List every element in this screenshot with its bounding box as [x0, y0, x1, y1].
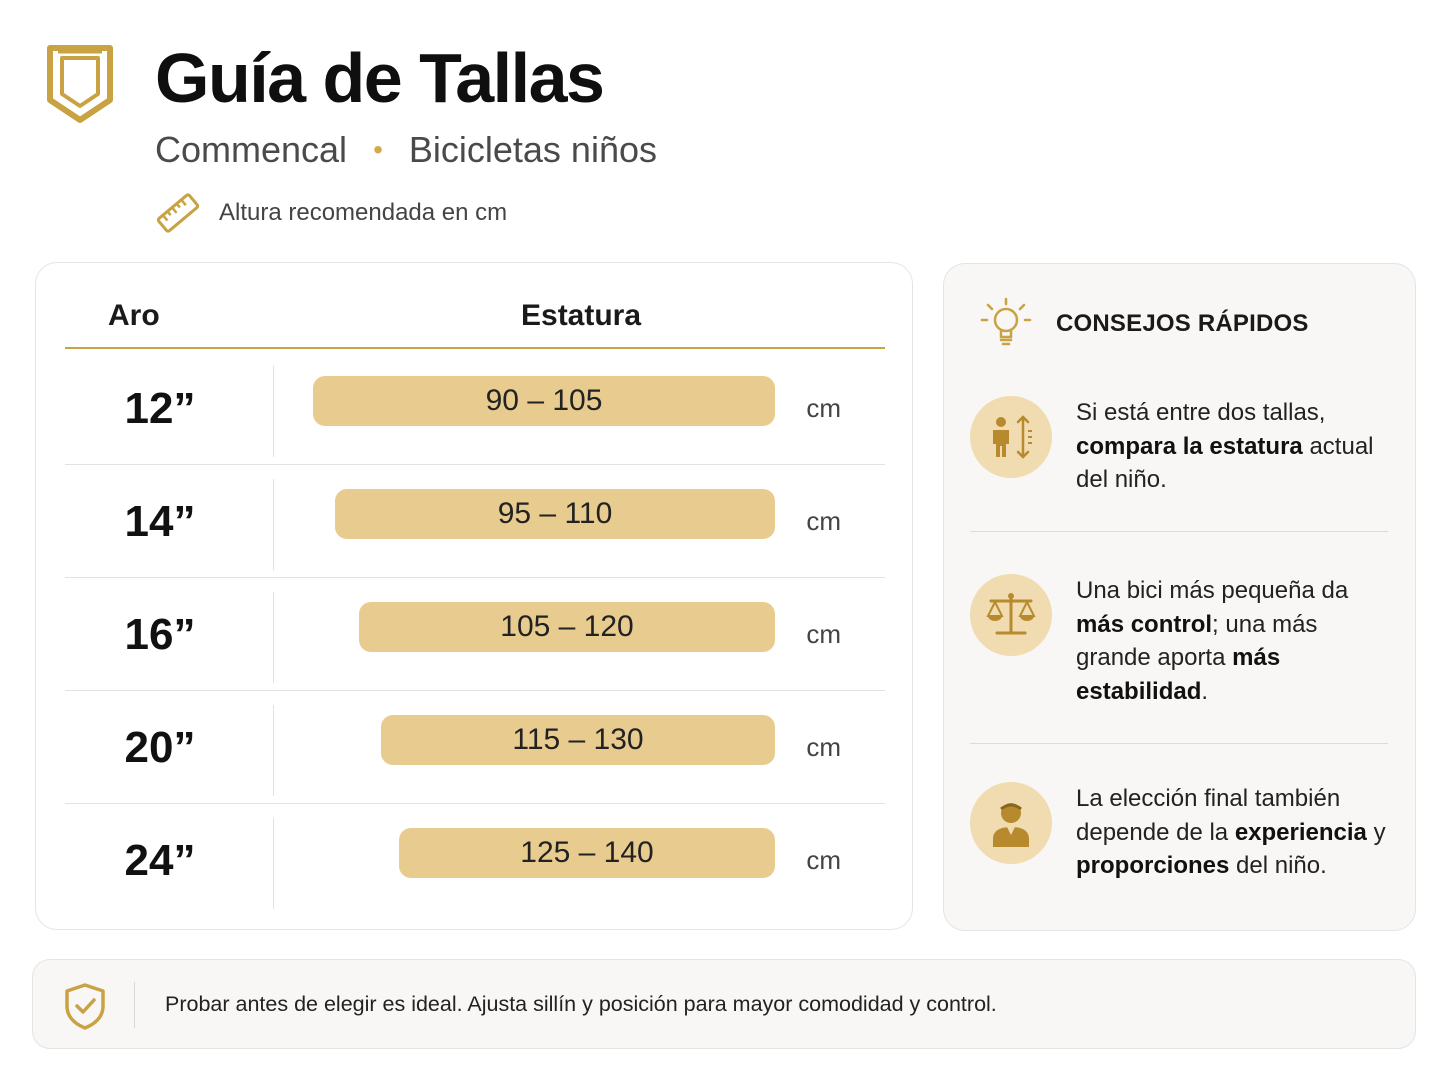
rider-person-icon	[970, 782, 1052, 864]
column-divider	[273, 705, 274, 796]
column-divider	[273, 818, 274, 909]
footer-note: Probar antes de elegir es ideal. Ajusta …	[32, 959, 1416, 1049]
size-table: Aro Estatura 12” 90 – 105 cm 14” 95 – 11…	[35, 262, 913, 930]
tip-divider	[970, 531, 1388, 532]
tip-text: Una bici más pequeña da más control; una…	[1076, 577, 1349, 705]
subtitle-separator: •	[373, 134, 383, 165]
row-divider	[65, 464, 885, 465]
quick-tips-panel: CONSEJOS RÁPIDOS Si está entre dos talla…	[943, 263, 1416, 931]
child-height-icon	[970, 396, 1052, 478]
page-title: Guía de Tallas	[155, 39, 605, 117]
row-divider	[65, 803, 885, 804]
unit-label: cm	[806, 506, 841, 536]
column-header-estatura: Estatura	[521, 299, 642, 332]
row-divider	[65, 690, 885, 691]
balance-scale-icon	[970, 574, 1052, 656]
rim-size: 20”	[124, 722, 196, 772]
lightbulb-icon	[980, 297, 1032, 346]
tips-header: CONSEJOS RÁPIDOS	[980, 296, 1309, 352]
subtitle: Commencal • Bicicletas niños	[155, 128, 657, 175]
ruler-icon	[156, 193, 200, 233]
rim-size: 24”	[124, 835, 196, 885]
height-range-bar: 125 – 140	[399, 828, 775, 878]
height-range-bar: 95 – 110	[335, 489, 775, 539]
height-range-bar: 115 – 130	[381, 715, 775, 765]
unit-label: cm	[806, 845, 841, 875]
height-note: Altura recomendada en cm	[155, 190, 507, 236]
row-divider	[65, 577, 885, 578]
tips-title: CONSEJOS RÁPIDOS	[1056, 310, 1309, 337]
unit-label: cm	[806, 732, 841, 762]
column-divider	[273, 479, 274, 570]
table-row: 14” 95 – 110 cm	[65, 465, 885, 578]
table-row: 16” 105 – 120 cm	[65, 578, 885, 691]
tip-text: Si está entre dos tallas, compara la est…	[1076, 399, 1374, 493]
table-row: 20” 115 – 130 cm	[65, 691, 885, 804]
tip-text: La elección final también depende de la …	[1076, 785, 1386, 879]
rim-size: 16”	[124, 609, 196, 659]
table-row: 24” 125 – 140 cm	[65, 804, 885, 917]
footer-text: Probar antes de elegir es ideal. Ajusta …	[165, 991, 997, 1016]
table-row: 12” 90 – 105 cm	[65, 352, 885, 465]
height-range-bar: 105 – 120	[359, 602, 775, 652]
height-note-text: Altura recomendada en cm	[219, 199, 508, 226]
column-divider	[273, 592, 274, 683]
shield-check-icon	[65, 983, 105, 1030]
category-name: Bicicletas niños	[408, 129, 657, 170]
brand-name: Commencal	[155, 129, 348, 170]
shield-logo-icon	[47, 45, 113, 123]
unit-label: cm	[806, 619, 841, 649]
unit-label: cm	[806, 393, 841, 423]
column-header-aro: Aro	[108, 299, 160, 332]
header-divider	[65, 347, 885, 349]
tip-divider	[970, 743, 1388, 744]
column-divider	[273, 366, 274, 457]
rim-size: 12”	[124, 383, 196, 433]
rim-size: 14”	[124, 496, 196, 546]
footer-divider	[134, 982, 135, 1028]
height-range-bar: 90 – 105	[313, 376, 775, 426]
